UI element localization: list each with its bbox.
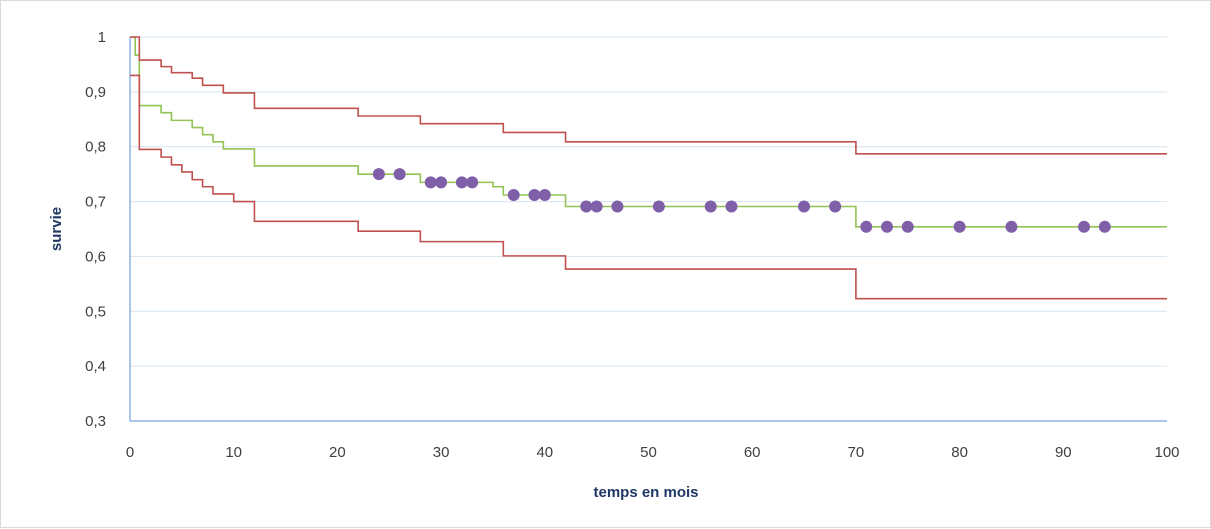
censor-marker <box>611 200 624 213</box>
x-tick-label: 90 <box>1055 444 1072 461</box>
censor-marker <box>901 220 914 233</box>
censor-marker <box>538 188 551 201</box>
y-tick-label: 0,8 <box>85 139 106 156</box>
censor-marker <box>1005 220 1018 233</box>
censor-marker <box>725 200 738 213</box>
censor-marker <box>435 176 448 189</box>
censor-marker <box>829 200 842 213</box>
censor-marker <box>455 176 468 189</box>
censor-marker <box>372 168 385 181</box>
y-tick-label: 1 <box>98 29 106 46</box>
y-tick-label: 0,9 <box>85 84 106 101</box>
x-tick-label: 80 <box>951 444 968 461</box>
censor-marker <box>953 220 966 233</box>
y-tick-label: 0,3 <box>85 413 106 430</box>
y-tick-label: 0,6 <box>85 248 106 265</box>
x-tick-label: 50 <box>640 444 657 461</box>
censor-marker <box>704 200 717 213</box>
series-lines <box>130 36 1167 300</box>
x-tick-label: 40 <box>536 444 553 461</box>
y-tick-label: 0,4 <box>85 358 106 375</box>
censor-marker <box>1078 220 1091 233</box>
x-axis-title: temps en mois <box>593 484 698 501</box>
censor-marker <box>1098 220 1111 233</box>
censor-marker <box>424 176 437 189</box>
x-tick-label: 60 <box>744 444 761 461</box>
y-tick-label: 0,5 <box>85 303 106 320</box>
x-tick-label: 30 <box>433 444 450 461</box>
tick-labels: 0,30,40,50,60,70,80,910 10 20 30 40 50 60 70 80 9… <box>85 29 1179 461</box>
censor-marker <box>798 200 811 213</box>
lower-bound-line <box>130 74 1167 300</box>
y-tick-label: 0,7 <box>85 194 106 211</box>
censor-marker <box>507 188 520 201</box>
censor-marker <box>860 220 873 233</box>
x-tick-label: 70 <box>848 444 865 461</box>
censor-markers <box>372 168 1111 233</box>
y-axis-title: survie <box>48 207 65 251</box>
censor-marker <box>393 168 406 181</box>
x-tick-label: 10 <box>225 444 242 461</box>
x-tick-label: 20 <box>329 444 346 461</box>
gridlines <box>130 36 1167 367</box>
x-tick-label: 100 <box>1154 444 1179 461</box>
censor-marker <box>652 200 665 213</box>
censor-marker <box>580 200 593 213</box>
upper-bound-line <box>130 36 1167 155</box>
censor-marker <box>590 200 603 213</box>
survival-line <box>130 36 1167 228</box>
censor-marker <box>528 188 541 201</box>
x-tick-label: 0 <box>126 444 134 461</box>
axes <box>129 37 1167 422</box>
censor-marker <box>466 176 479 189</box>
censor-marker <box>881 220 894 233</box>
